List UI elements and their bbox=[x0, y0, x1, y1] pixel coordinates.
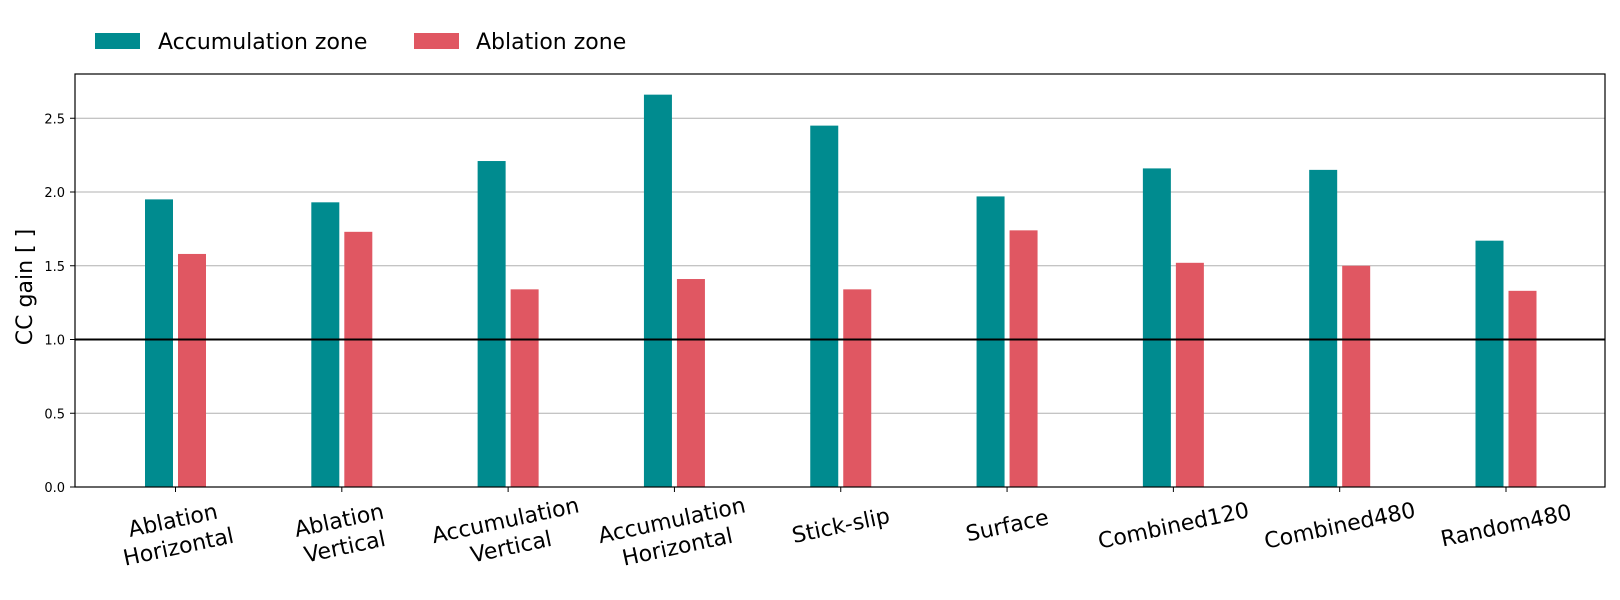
bar-ablation-zone bbox=[1508, 290, 1537, 487]
legend-swatch-ablation-zone bbox=[414, 33, 459, 49]
gridlines bbox=[75, 117, 1605, 488]
y-tick-label: 2.0 bbox=[44, 186, 65, 201]
legend-swatch-accumulation-zone bbox=[95, 33, 140, 49]
y-axis-label: CC gain [ ] bbox=[13, 229, 38, 345]
x-tick-label-line: Combined480 bbox=[1262, 498, 1418, 554]
bar-ablation-zone bbox=[510, 289, 539, 487]
x-tick-label-line: Stick-slip bbox=[790, 504, 892, 549]
x-tick-label: Combined120 bbox=[1096, 498, 1252, 554]
bar-accumulation-zone bbox=[1475, 240, 1504, 487]
axes bbox=[74, 73, 1606, 488]
x-tick-label: Stick-slip bbox=[790, 504, 892, 549]
legend-label-ablation-zone: Ablation zone bbox=[476, 30, 626, 55]
x-tick-label-line: Surface bbox=[964, 506, 1051, 548]
bar-ablation-zone bbox=[843, 289, 872, 487]
y-tick-label: 0.5 bbox=[44, 407, 65, 422]
legend-label-accumulation-zone: Accumulation zone bbox=[158, 30, 367, 55]
bar-ablation-zone bbox=[1009, 230, 1038, 487]
y-tick-label: 0.0 bbox=[44, 481, 65, 496]
bar-accumulation-zone bbox=[145, 199, 173, 487]
bar-ablation-zone bbox=[344, 231, 373, 487]
legend: Accumulation zone Ablation zone bbox=[95, 30, 626, 55]
plot-frame bbox=[74, 73, 1606, 488]
bar-ablation-zone bbox=[178, 253, 206, 487]
bar-accumulation-zone bbox=[1142, 168, 1171, 487]
bar-ablation-zone bbox=[1175, 262, 1204, 487]
bar-ablation-zone bbox=[1342, 265, 1371, 487]
x-tick-label: Surface bbox=[964, 506, 1051, 548]
y-tick-labels: 0.0 0.5 1.0 1.5 2.0 2.5 bbox=[44, 112, 75, 496]
x-tick-label: Random480 bbox=[1439, 500, 1574, 552]
y-tick-label: 1.5 bbox=[44, 260, 65, 275]
bar-accumulation-zone bbox=[810, 125, 839, 487]
bar-accumulation-zone bbox=[1309, 169, 1338, 487]
bar-ablation-zone bbox=[676, 279, 705, 487]
y-tick-label: 2.5 bbox=[44, 112, 65, 127]
bars bbox=[145, 94, 1537, 488]
bar-accumulation-zone bbox=[477, 161, 506, 487]
bar-accumulation-zone bbox=[311, 202, 340, 487]
y-tick-label: 1.0 bbox=[44, 334, 65, 349]
bar-accumulation-zone bbox=[643, 94, 672, 488]
bar-accumulation-zone bbox=[976, 196, 1005, 488]
x-tick-label-line: Combined120 bbox=[1096, 498, 1252, 554]
x-tick-label: Combined480 bbox=[1262, 498, 1418, 554]
x-tick-label-line: Random480 bbox=[1439, 500, 1574, 552]
